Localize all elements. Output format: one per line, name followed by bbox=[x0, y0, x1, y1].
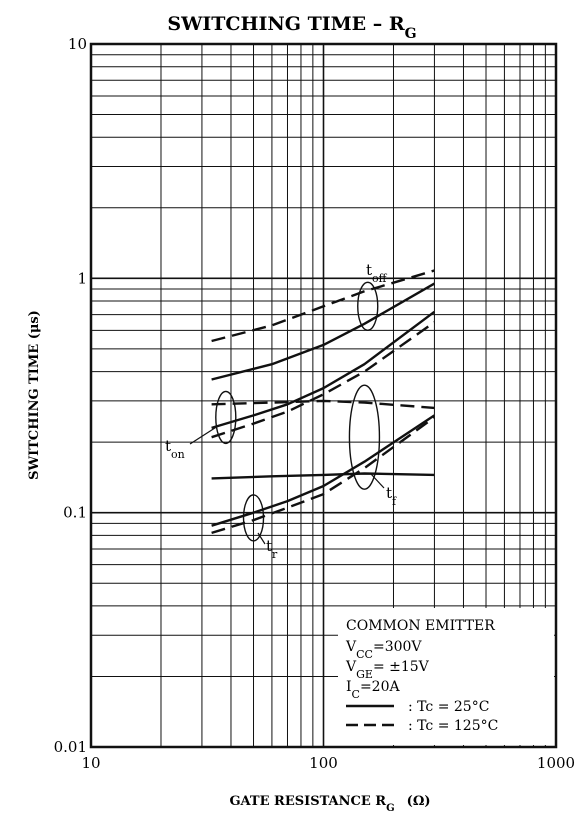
y-tick-label: 1 bbox=[77, 269, 87, 287]
x-tick-label: 100 bbox=[309, 754, 338, 772]
series-line-ton-25c bbox=[211, 310, 436, 430]
group-ellipse-toff bbox=[357, 281, 379, 331]
series-line-tr-25c bbox=[211, 414, 436, 527]
x-tick-label: 1000 bbox=[537, 754, 575, 772]
series-line-toff-25c bbox=[211, 282, 435, 381]
y-tick-label: 10 bbox=[68, 35, 87, 53]
plot-area-border bbox=[89, 42, 558, 749]
x-axis-label: GATE RESISTANCE RG (Ω) bbox=[229, 794, 430, 814]
curve-group-ellipses bbox=[215, 281, 381, 542]
group-ellipse-ton bbox=[215, 390, 237, 445]
legend-vcc: VCC=300V bbox=[345, 639, 422, 661]
group-ellipse-tf bbox=[348, 384, 381, 490]
chart-title: SWITCHING TIME – RG bbox=[167, 13, 416, 42]
curve-label-tf: tf bbox=[386, 484, 397, 508]
legend-box: COMMON EMITTER VCC=300V VGE= ±15V IC=20A… bbox=[338, 608, 554, 745]
legend-vge: VGE= ±15V bbox=[345, 659, 430, 681]
series-lines bbox=[211, 269, 436, 535]
x-tick-label: 10 bbox=[81, 754, 100, 772]
x-tick-labels: 10 100 1000 bbox=[81, 754, 575, 772]
series-line-tf-125c bbox=[211, 399, 435, 410]
legend-background bbox=[338, 608, 554, 745]
y-tick-label: 0.01 bbox=[54, 738, 87, 756]
y-tick-labels: 0.01 0.1 1 10 bbox=[54, 35, 87, 756]
y-tick-label: 0.1 bbox=[63, 504, 87, 522]
group-ellipse-tr bbox=[242, 494, 265, 542]
curve-label-tr: tr bbox=[266, 537, 278, 561]
legend-title: COMMON EMITTER bbox=[346, 618, 495, 634]
series-line-toff-125c bbox=[211, 269, 435, 343]
series-line-ton-125c bbox=[211, 321, 436, 439]
y-axis-label: SWITCHING TIME (μs) bbox=[27, 310, 42, 480]
legend-ic: IC=20A bbox=[346, 679, 400, 701]
leader-line-tr bbox=[257, 532, 266, 545]
legend-solid-label: : Tc = 25°C bbox=[408, 699, 489, 715]
series-line-tf-25c bbox=[211, 472, 435, 480]
series-line-tr-125c bbox=[211, 416, 436, 535]
leader-line-tf bbox=[370, 473, 385, 489]
leader-line-ton bbox=[189, 425, 219, 445]
curve-label-toff: toff bbox=[366, 261, 388, 285]
curve-label-ton: ton bbox=[165, 437, 185, 461]
legend-dashed-label: : Tc = 125°C bbox=[408, 718, 498, 734]
